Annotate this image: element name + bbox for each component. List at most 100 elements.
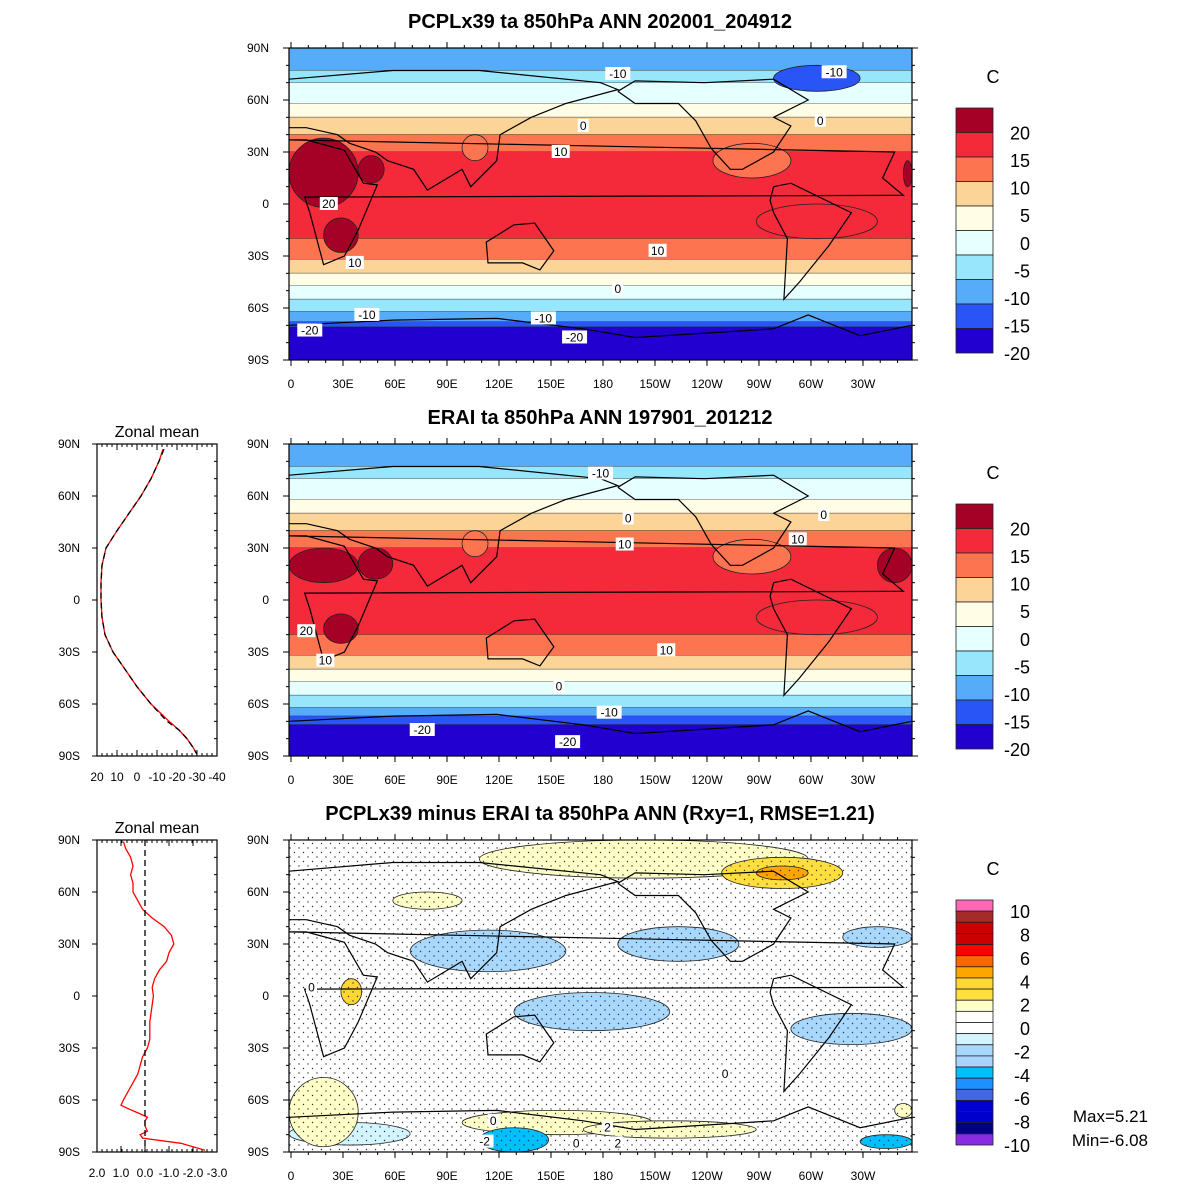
colorbar-units: C [987, 463, 1000, 483]
contour-patch [755, 203, 878, 240]
lon-tick-label: 60E [384, 1169, 405, 1183]
lon-tick-label: 120W [691, 773, 723, 787]
colorbar-box [955, 132, 994, 158]
colorbar-box [955, 328, 994, 354]
coastline [289, 314, 912, 339]
contour-patch [357, 155, 385, 184]
lat-tick-label: 60N [247, 489, 269, 503]
colorbar-box [955, 577, 994, 603]
contour-label: -10 [592, 466, 610, 480]
coastline [289, 1106, 912, 1131]
contour-label-box [615, 537, 634, 551]
lon-tick-label: 120E [485, 1169, 513, 1183]
contour-patch [902, 160, 912, 188]
lat-tick-label: 60S [248, 301, 269, 315]
contour-band [289, 327, 912, 360]
contour-label: 0 [308, 980, 315, 994]
contour-label: 0 [490, 1114, 497, 1128]
lat-tick-label: 30S [59, 645, 80, 659]
colorbar-label: -15 [1004, 712, 1030, 732]
contour-label-box [305, 980, 317, 994]
lon-tick-label: 150W [639, 377, 671, 391]
colorbar-label: 2 [1020, 996, 1030, 1016]
contour-label: -20 [301, 324, 319, 338]
contour-band [289, 530, 912, 549]
contour-label: 20 [322, 197, 336, 211]
contour-band [289, 82, 912, 104]
colorbar-label: 15 [1010, 547, 1030, 567]
contour-label-box [657, 643, 676, 657]
lat-tick-label: 60N [247, 885, 269, 899]
map-panel-diff: PCPLx39 minus ERAI ta 850hPa ANN (Rxy=1,… [247, 803, 1148, 1183]
x-tick-label: 2.0 [89, 1166, 106, 1180]
contour-band [289, 478, 912, 500]
colorbar-box [955, 910, 994, 923]
colorbar-box [955, 724, 994, 750]
contour-label-box [551, 145, 570, 158]
contour-band [289, 444, 912, 468]
colorbar-box [955, 1066, 994, 1079]
lat-tick-label: 30S [59, 1041, 80, 1055]
map-title: ERAI ta 850hPa ANN 197901_201212 [427, 407, 772, 429]
lon-tick-label: 30W [851, 1169, 876, 1183]
lat-tick-label: 30N [58, 541, 80, 555]
coastline [485, 1014, 555, 1063]
lon-tick-label: 60W [799, 773, 824, 787]
zonal-mean-title: Zonal mean [115, 424, 200, 441]
colorbar-box [955, 1055, 994, 1068]
colorbar-label: 0 [1020, 630, 1030, 650]
contour-patch [461, 134, 489, 162]
contour-band [289, 513, 912, 532]
lon-tick-label: 90E [436, 377, 457, 391]
colorbar-label: 0 [1020, 1019, 1030, 1039]
map-field [289, 444, 912, 756]
colorbar-label: 0 [1020, 234, 1030, 254]
coastline [769, 182, 853, 301]
lat-tick-label: 30N [247, 145, 269, 159]
colorbar-box [955, 933, 994, 945]
colorbar-label: 4 [1020, 972, 1030, 992]
lon-tick-label: 120E [485, 773, 513, 787]
map-field [289, 840, 912, 1152]
colorbar-label: -20 [1004, 740, 1030, 760]
colorbar-box [955, 1022, 994, 1035]
x-tick-label: 10 [110, 770, 124, 784]
contour-label-box [316, 653, 335, 667]
contour-label: 0 [573, 1136, 580, 1150]
contour-label-box [818, 508, 830, 522]
coastline [289, 861, 620, 983]
lat-tick-label: 90N [247, 41, 269, 55]
colorbar-box [955, 528, 994, 554]
contour-band [289, 634, 912, 656]
colorbar-label: 10 [1010, 575, 1030, 595]
lat-tick-label: 30N [247, 937, 269, 951]
contour-band [289, 117, 912, 136]
contour-label: 10 [791, 532, 805, 546]
lat-tick-label: 60N [247, 93, 269, 107]
lon-tick-label: 30E [332, 773, 353, 787]
colorbar-box [955, 303, 994, 329]
map-title: PCPLx39 ta 850hPa ANN 202001_204912 [408, 11, 792, 33]
contour-label-box [821, 65, 847, 79]
contour-band [289, 499, 912, 514]
lat-tick-label: 90S [248, 1145, 269, 1159]
contour-label-box [475, 1134, 494, 1148]
colorbar-label: -8 [1014, 1113, 1030, 1133]
contour-label: 10 [660, 643, 674, 657]
contour-band [289, 285, 912, 300]
contour-label: -2 [479, 1135, 490, 1149]
colorbar-box [955, 650, 994, 676]
colorbar-box [955, 1088, 994, 1101]
lon-tick-label: 90W [747, 1169, 772, 1183]
colorbar-box [955, 181, 994, 207]
lon-tick-label: 90E [436, 1169, 457, 1183]
lon-tick-label: 150W [639, 773, 671, 787]
colorbar-label: 6 [1020, 949, 1030, 969]
contour-label-box [555, 735, 581, 749]
contour-label: 10 [651, 244, 665, 258]
colorbar-label: -10 [1004, 1136, 1030, 1156]
lon-tick-label: 180 [593, 377, 613, 391]
contour-label-box [719, 1067, 731, 1080]
